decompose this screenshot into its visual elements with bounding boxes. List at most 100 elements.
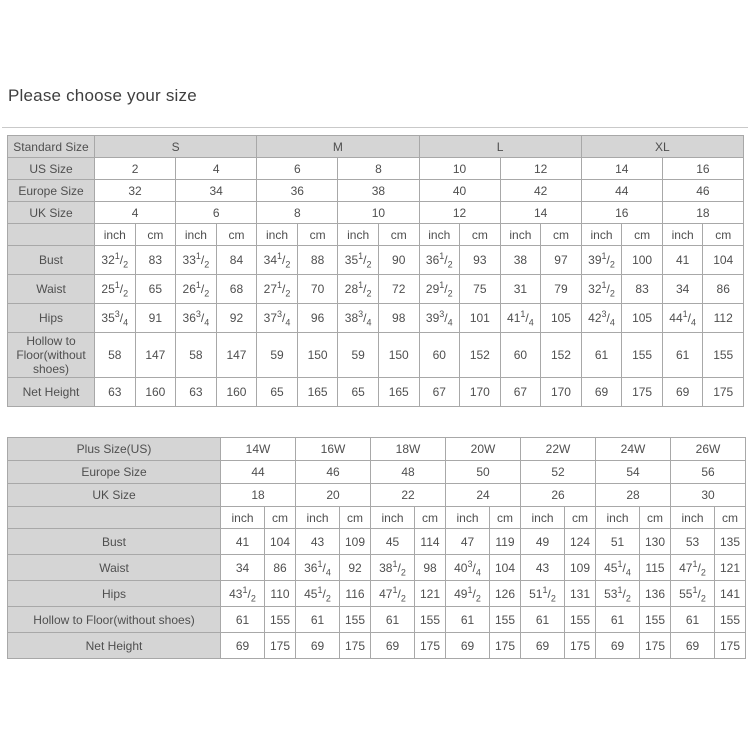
hips-value-cell: 110	[264, 580, 296, 607]
europe-size-value-cell: 36	[256, 179, 339, 202]
unit-header-cell-inch: inch	[370, 506, 415, 529]
net-height-value-cell: 69	[370, 632, 415, 659]
net-height-value-cell: 65	[337, 377, 379, 407]
unit-header-cell-inch: inch	[595, 506, 640, 529]
europe-size-value-cell: 48	[370, 460, 446, 484]
unit-header-cell-inch: inch	[337, 223, 379, 246]
waist-row-label: Waist	[7, 274, 95, 304]
bust-value-cell: 130	[639, 528, 671, 555]
unit-header-cell-inch: inch	[661, 223, 704, 246]
net-height-value-cell: 65	[256, 377, 298, 407]
hips-value-cell: 105	[621, 303, 663, 333]
unit-header-cell-cm: cm	[377, 223, 420, 246]
us-size-value-cell: 16	[661, 157, 745, 180]
waist-value-cell: 321/2	[580, 274, 623, 304]
unit-header-cell-inch: inch	[256, 223, 298, 246]
bust-value-cell: 135	[714, 528, 746, 555]
bust-value-cell: 341/2	[256, 245, 298, 275]
hips-value-cell: 105	[540, 303, 582, 333]
europe-size-value-cell: 42	[499, 179, 582, 202]
unit-header-cell-cm: cm	[540, 223, 582, 246]
us-size-value-cell: 10	[418, 157, 501, 180]
waist-value-cell: 109	[564, 554, 596, 581]
net-height-value-cell: 69	[220, 632, 265, 659]
hollow-to-floor-without-shoes-value-cell: 147	[215, 332, 258, 378]
hips-value-cell: 551/2	[670, 580, 715, 607]
net-height-value-cell: 175	[414, 632, 446, 659]
standard-size-table-section: Standard Size S M L XL US Size 2 4 6 8 10 12 14 16 Eur…	[7, 135, 745, 407]
net-height-row-label: Net Height	[7, 632, 221, 659]
bust-value-cell: 51	[595, 528, 640, 555]
hips-row-label: Hips	[7, 580, 221, 607]
net-height-value-cell: 175	[339, 632, 371, 659]
europe-size-value-cell: 50	[445, 460, 521, 484]
hollow-to-floor-without-shoes-value-cell: 61	[220, 606, 265, 633]
net-height-value-cell: 175	[264, 632, 296, 659]
unit-header-cell-inch: inch	[445, 506, 490, 529]
unit-header-cell-inch: inch	[670, 506, 715, 529]
net-height-value-cell: 67	[418, 377, 461, 407]
uk-size-value-cell: 30	[670, 483, 746, 507]
bust-value-cell: 88	[296, 245, 339, 275]
europe-size-value-cell: 44	[220, 460, 296, 484]
net-height-value-cell: 69	[520, 632, 565, 659]
unit-header-cell-cm: cm	[714, 506, 746, 529]
unit-header-cell-inch: inch	[520, 506, 565, 529]
uk-size-value-cell: 14	[499, 201, 582, 224]
hollow-to-floor-without-shoes-value-cell: 150	[296, 332, 339, 378]
bust-value-cell: 119	[489, 528, 521, 555]
standard-size-value-cell: M	[256, 135, 420, 158]
unit-header-cell-inch: inch	[499, 223, 542, 246]
net-height-value-cell: 69	[661, 377, 704, 407]
unit-header-cell-cm: cm	[414, 506, 446, 529]
hollow-to-floor-without-shoes-value-cell: 61	[445, 606, 490, 633]
plus-size-us-value-cell: 16W	[295, 437, 371, 461]
hips-value-cell: 98	[377, 303, 420, 333]
divider	[2, 127, 748, 128]
uk-size-row-label: UK Size	[7, 201, 95, 224]
uk-size-value-cell: 18	[661, 201, 745, 224]
bust-row-label: Bust	[7, 528, 221, 555]
net-height-value-cell: 175	[621, 377, 663, 407]
unit-header-cell-inch: inch	[220, 506, 265, 529]
plus-size-us-value-cell: 24W	[595, 437, 671, 461]
hollow-to-floor-without-shoes-value-cell: 155	[621, 332, 663, 378]
unit-header-cell-cm: cm	[339, 506, 371, 529]
bust-row-label: Bust	[7, 245, 95, 275]
net-height-value-cell: 170	[540, 377, 582, 407]
uk-size-row-label: UK Size	[7, 483, 221, 507]
waist-row-label: Waist	[7, 554, 221, 581]
us-size-value-cell: 6	[256, 157, 339, 180]
waist-value-cell: 281/2	[337, 274, 379, 304]
uk-size-value-cell: 20	[295, 483, 371, 507]
net-height-value-cell: 175	[489, 632, 521, 659]
hips-value-cell: 451/2	[295, 580, 340, 607]
waist-value-cell: 115	[639, 554, 671, 581]
europe-size-row-label: Europe Size	[7, 179, 95, 202]
net-height-value-cell: 175	[702, 377, 744, 407]
hollow-to-floor-without-shoes-value-cell: 61	[661, 332, 704, 378]
waist-value-cell: 79	[540, 274, 582, 304]
unit-header-cell-inch: inch	[175, 223, 217, 246]
bust-value-cell: 47	[445, 528, 490, 555]
waist-value-cell: 121	[714, 554, 746, 581]
hollow-to-floor-without-shoes-value-cell: 155	[702, 332, 744, 378]
unit-header-cell-cm: cm	[702, 223, 744, 246]
uk-size-value-cell: 4	[93, 201, 177, 224]
us-size-value-cell: 8	[337, 157, 420, 180]
hips-value-cell: 363/4	[175, 303, 217, 333]
hollow-to-floor-without-shoes-value-cell: 58	[94, 332, 136, 378]
unit-header-cell-inch: inch	[94, 223, 136, 246]
unit-header-cell-cm: cm	[215, 223, 258, 246]
net-height-value-cell: 67	[499, 377, 542, 407]
bust-value-cell: 104	[264, 528, 296, 555]
net-height-value-cell: 165	[377, 377, 420, 407]
us-size-row-label: US Size	[7, 157, 95, 180]
hips-value-cell: 121	[414, 580, 446, 607]
bust-value-cell: 45	[370, 528, 415, 555]
europe-size-row-label: Europe Size	[7, 460, 221, 484]
hollow-to-floor-without-shoes-value-cell: 152	[540, 332, 582, 378]
net-height-value-cell: 69	[595, 632, 640, 659]
waist-value-cell: 92	[339, 554, 371, 581]
europe-size-value-cell: 54	[595, 460, 671, 484]
